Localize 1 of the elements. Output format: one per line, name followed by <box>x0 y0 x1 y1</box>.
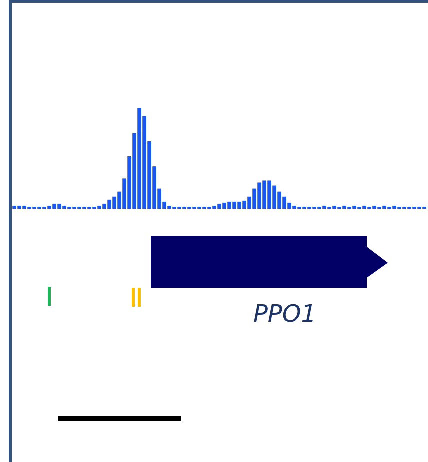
text: PPO1 <box>252 300 318 328</box>
